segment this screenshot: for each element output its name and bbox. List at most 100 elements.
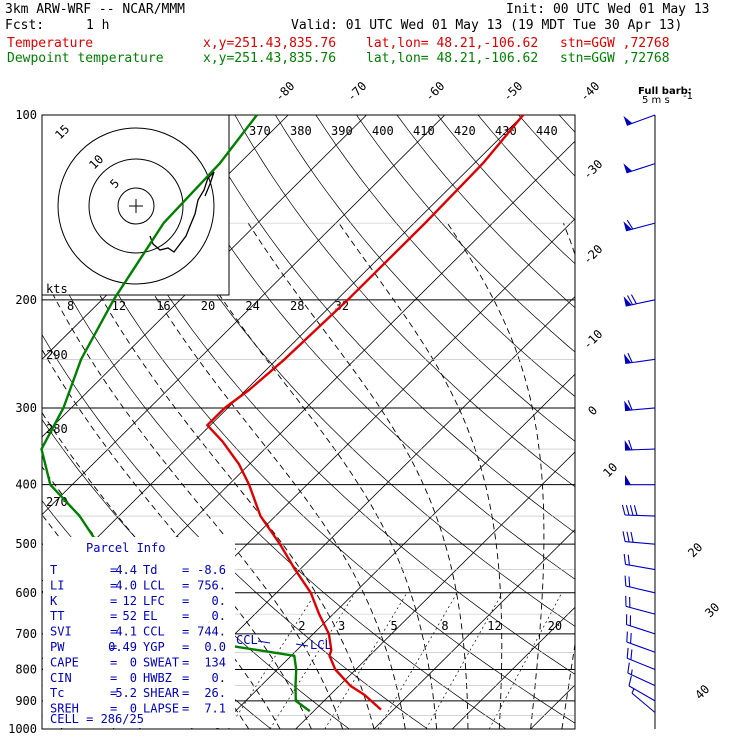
parcel-key-right: HWBZ bbox=[143, 671, 172, 685]
parcel-value-right: 7.1 bbox=[204, 702, 226, 716]
mixing-ratio-line bbox=[228, 592, 317, 729]
legend-temperature-stn: stn=GGW ,72768 bbox=[560, 36, 670, 51]
parcel-value-left: 0 bbox=[130, 655, 137, 669]
wind-barb bbox=[623, 352, 656, 365]
dry-adiabat-line bbox=[234, 115, 575, 488]
init-time: Init: 00 UTC Wed 01 May 13 bbox=[506, 2, 710, 17]
moist-adiabat-line bbox=[42, 348, 312, 729]
moist-adiabat-line bbox=[42, 271, 344, 729]
pressure-tick-label: 100 bbox=[15, 108, 37, 122]
dry-adiabat-label: 290 bbox=[46, 348, 68, 362]
barb-legend-line1: Full barb: bbox=[638, 86, 692, 97]
parcel-key-right: LFC bbox=[143, 594, 165, 608]
hodo-units: kts bbox=[46, 282, 68, 296]
parcel-value-right: 26. bbox=[204, 686, 226, 700]
parcel-value-right: 0. bbox=[212, 609, 226, 623]
isotherm-label: -20 bbox=[580, 242, 605, 267]
wind-barb bbox=[623, 163, 656, 174]
dry-adiabat-line bbox=[600, 115, 740, 729]
forecast-label: Fcst: bbox=[5, 18, 45, 33]
hodo-ring-5 bbox=[117, 187, 155, 225]
lcl-arrow bbox=[295, 643, 309, 647]
wind-barb bbox=[626, 647, 656, 671]
parcel-info-box: Parcel Info T =4.4 Td = -8.6LI =4.0 LCL = 756.K =… bbox=[43, 537, 235, 728]
parcel-value-right: 0. bbox=[212, 671, 226, 685]
lcl-marker: LCL bbox=[310, 638, 332, 652]
legend-dewpoint-latlon: lat,lon= 48.21,-106.62 bbox=[366, 51, 539, 66]
isotherm-line bbox=[687, 115, 740, 729]
dry-adiabat-line bbox=[315, 115, 575, 397]
wind-barb bbox=[621, 504, 656, 517]
dry-adiabat-line bbox=[42, 333, 428, 729]
isotherm-label: 0 bbox=[585, 403, 600, 418]
mixing-ratio-line bbox=[324, 592, 408, 729]
parcel-key-left: LI bbox=[50, 578, 64, 592]
mixing-ratio-label: 2 bbox=[298, 619, 305, 633]
theta-top-label: 380 bbox=[290, 124, 312, 138]
mixing-ratio-label: 8 bbox=[441, 619, 448, 633]
mixing-ratio-label: 20 bbox=[548, 619, 562, 633]
parcel-eq-left: = bbox=[110, 702, 117, 716]
wind-barb bbox=[625, 614, 656, 635]
parcel-value-right: 0. bbox=[212, 594, 226, 608]
wind-barb bbox=[624, 439, 656, 451]
theta-top-label: 370 bbox=[249, 124, 271, 138]
parcel-eq-left: = bbox=[110, 594, 117, 608]
parcel-key-left: Tc bbox=[50, 686, 64, 700]
parcel-key-left: CAPE bbox=[50, 655, 79, 669]
moist-adiabat-line bbox=[62, 222, 375, 729]
parcel-key-left: K bbox=[50, 594, 58, 608]
legend-dewpoint-name: Dewpoint temperature bbox=[7, 51, 164, 66]
pressure-tick-label: 500 bbox=[15, 537, 37, 551]
mixing-ratio-line bbox=[488, 592, 563, 729]
isotherm-label: -10 bbox=[580, 327, 605, 352]
parcel-value-right: 0.0 bbox=[204, 640, 226, 654]
parcel-eq-right: = bbox=[182, 563, 189, 577]
parcel-eq-left: = bbox=[110, 563, 117, 577]
parcel-key-right: SHEAR bbox=[143, 686, 180, 700]
isotherm-line bbox=[217, 373, 575, 729]
model-title: 3km ARW-WRF -- NCAR/MMM bbox=[5, 2, 186, 17]
mixing-ratio-line bbox=[377, 592, 458, 729]
mixing-ratio-label: 3 bbox=[338, 619, 345, 633]
hodo-speed-label: 28 bbox=[290, 299, 304, 313]
hodo-trace bbox=[149, 171, 215, 253]
parcel-eq-right: = bbox=[182, 640, 189, 654]
parcel-eq-right: = bbox=[182, 671, 189, 685]
parcel-info-background bbox=[43, 537, 235, 728]
theta-top-label: 400 bbox=[372, 124, 394, 138]
isotherm-line bbox=[452, 606, 575, 729]
dry-adiabat-line bbox=[356, 115, 575, 353]
wind-barb bbox=[625, 595, 656, 615]
wind-barb bbox=[624, 474, 656, 486]
parcel-eq-left: = bbox=[110, 578, 117, 592]
hodo-speed-label: 8 bbox=[67, 299, 74, 313]
parcel-value-left: 4.4 bbox=[115, 563, 137, 577]
parcel-value-left: 12 bbox=[123, 594, 137, 608]
parcel-key-right: LAPSE bbox=[143, 702, 179, 716]
wind-barb bbox=[623, 553, 656, 571]
wind-barb bbox=[624, 400, 656, 412]
isotherm-line bbox=[609, 115, 740, 729]
parcel-value-right: -8.6 bbox=[197, 563, 226, 577]
parcel-value-left: 0 bbox=[130, 671, 137, 685]
isotherm-label: 30 bbox=[702, 600, 722, 620]
isotherm-label: 20 bbox=[685, 540, 705, 560]
hodo-ring-15 bbox=[57, 127, 215, 285]
dry-adiabat-line bbox=[518, 115, 575, 177]
pressure-tick-label: 600 bbox=[15, 586, 37, 600]
wind-barb bbox=[623, 219, 656, 232]
parcel-eq-left: = bbox=[110, 640, 117, 654]
hodo-speed-label: 24 bbox=[245, 299, 259, 313]
parcel-key-right: LCL bbox=[143, 578, 165, 592]
pressure-tick-label: 900 bbox=[15, 694, 37, 708]
wind-barb bbox=[623, 114, 656, 126]
isotherm-line bbox=[138, 295, 575, 729]
pressure-tick-label: 700 bbox=[15, 627, 37, 641]
parcel-eq-right: = bbox=[182, 702, 189, 716]
parcel-info-title: Parcel Info bbox=[86, 541, 165, 555]
dry-adiabat-line bbox=[558, 115, 575, 133]
parcel-value-right: 756. bbox=[197, 578, 226, 592]
theta-top-label: 410 bbox=[413, 124, 435, 138]
